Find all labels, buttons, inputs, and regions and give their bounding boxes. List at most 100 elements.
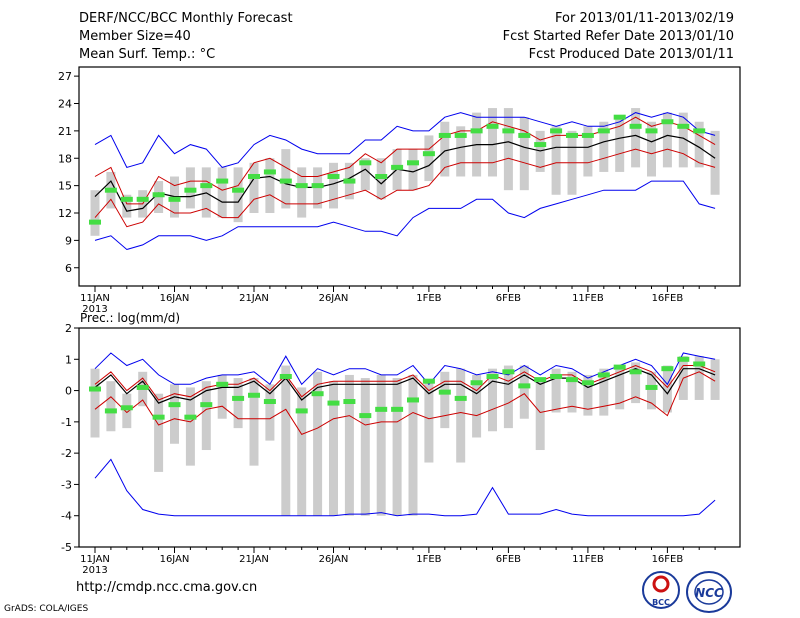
prec-observed-marker (184, 414, 197, 420)
temp-y-tick-label: 12 (58, 207, 72, 220)
temp-observed-marker (454, 132, 467, 138)
temp-observed-marker (693, 128, 706, 134)
prec-ensemble-box (631, 362, 641, 404)
temp-observed-marker (677, 123, 690, 129)
prec-observed-marker (295, 408, 308, 414)
prec-ensemble-box (360, 378, 370, 516)
prec-observed-marker (438, 389, 451, 395)
prec-y-tick-label: -2 (61, 447, 72, 460)
prec-observed-marker (597, 372, 610, 378)
temp-ensemble-box (90, 190, 100, 236)
temp-observed-marker (295, 183, 308, 189)
prec-ensemble-box (281, 365, 291, 516)
temp-observed-marker (327, 174, 340, 179)
prec-ensemble-box (647, 371, 656, 410)
temp-observed-marker (502, 128, 515, 134)
prec-ensemble-box (106, 381, 116, 432)
temp-y-tick-label: 6 (65, 262, 72, 275)
temp-ensemble-box (360, 158, 370, 191)
prec-ensemble-box (567, 371, 577, 413)
prec-y-tick-label: -3 (61, 478, 72, 491)
prec-observed-marker (629, 369, 642, 375)
temp-observed-marker (597, 128, 610, 134)
prec-x-tick-label: 21JAN (239, 554, 269, 565)
temp-y-tick-label: 27 (58, 70, 72, 83)
temp-ensemble-box (122, 194, 132, 218)
temp-max-line (94, 112, 716, 168)
temp-year-label: 2013 (82, 304, 107, 315)
temp-observed-marker (534, 142, 547, 148)
prec-ensemble-box (583, 374, 593, 416)
temp-y-tick-label: 18 (58, 152, 72, 165)
prec-observed-marker (502, 369, 515, 375)
temp-observed-marker (391, 164, 404, 170)
prec-observed-marker (152, 414, 165, 420)
temp-x-tick-label: 16FEB (652, 293, 684, 304)
prec-x-tick-label: 16JAN (160, 554, 190, 565)
prec-observed-marker (661, 366, 674, 372)
prec-observed-marker (470, 380, 483, 386)
prec-ensemble-box (217, 374, 227, 419)
website-url[interactable]: http://cmdp.ncc.cma.gov.cn (76, 580, 258, 595)
temp-observed-marker (566, 132, 578, 138)
temp-min-line (94, 180, 716, 251)
temp-ensemble-box (233, 167, 243, 223)
prec-ensemble-box (376, 374, 386, 516)
prec-ensemble-box (265, 384, 275, 441)
prec-observed-marker (327, 400, 340, 406)
prec-y-tick-label: -1 (61, 416, 72, 429)
temp-ensemble-box (265, 158, 275, 213)
temp-observed-marker (89, 219, 101, 225)
temp-observed-marker (152, 192, 165, 198)
temp-y-tick-label: 9 (65, 234, 72, 247)
temp-observed-marker (104, 187, 117, 193)
temp-ensemble-box (599, 121, 609, 172)
prec-observed-marker (518, 383, 531, 389)
temp-ensemble-box (329, 162, 338, 209)
prec-ensemble-box (329, 381, 338, 516)
prec-observed-marker (613, 364, 626, 370)
temp-observed-marker (470, 128, 483, 134)
temp-x-tick-label: 11JAN (80, 293, 110, 304)
prec-ensemble-box (233, 378, 243, 429)
temp-observed-marker (407, 160, 419, 166)
temp-ensemble-box (583, 126, 593, 177)
prec-ensemble-box (249, 378, 259, 466)
prec-y-tick-label: 1 (65, 353, 72, 366)
prec-ensemble-box (440, 371, 450, 429)
temp-x-tick-label: 26JAN (319, 293, 349, 304)
prec-year-label: 2013 (82, 565, 107, 576)
prec-ensemble-box (472, 374, 482, 438)
prec-observed-marker (359, 413, 372, 419)
prec-x-tick-label: 11JAN (80, 554, 110, 565)
prec-observed-marker (422, 378, 435, 384)
prec-ensemble-box (392, 378, 402, 516)
prec-observed-marker (566, 377, 578, 383)
forecast-period-label: For 2013/01/11-2013/02/19 (555, 11, 734, 26)
variable-label: Mean Surf. Temp.: °C (79, 47, 216, 62)
temp-ensemble-box (678, 112, 688, 168)
prec-ensemble-box (503, 365, 513, 429)
prec-mean-line (94, 368, 716, 404)
temp-observed-marker (279, 178, 292, 184)
prec-y-tick-label: -4 (61, 510, 72, 523)
prec-ensemble-box (424, 381, 434, 463)
prec-observed-marker (216, 381, 229, 387)
prec-y-tick-label: 2 (65, 322, 72, 335)
temp-y-tick-label: 21 (58, 125, 72, 138)
temp-ensemble-box (503, 108, 513, 191)
temp-y-tick-label: 24 (58, 98, 72, 111)
bcc-logo: BCC (642, 571, 680, 609)
prec-x-tick-label: 11FEB (572, 554, 604, 565)
ncc-logo: NCC (686, 571, 732, 613)
temp-observed-marker (343, 178, 356, 184)
temp-observed-marker (518, 132, 531, 138)
prec-ensemble-box (90, 368, 100, 438)
temp-ensemble-box (456, 126, 466, 177)
prec-observed-marker (407, 397, 419, 403)
temp-observed-marker (486, 123, 499, 129)
temp-observed-marker (232, 187, 245, 193)
prec-x-tick-label: 16FEB (652, 554, 684, 565)
prec-ensemble-box (297, 387, 307, 516)
